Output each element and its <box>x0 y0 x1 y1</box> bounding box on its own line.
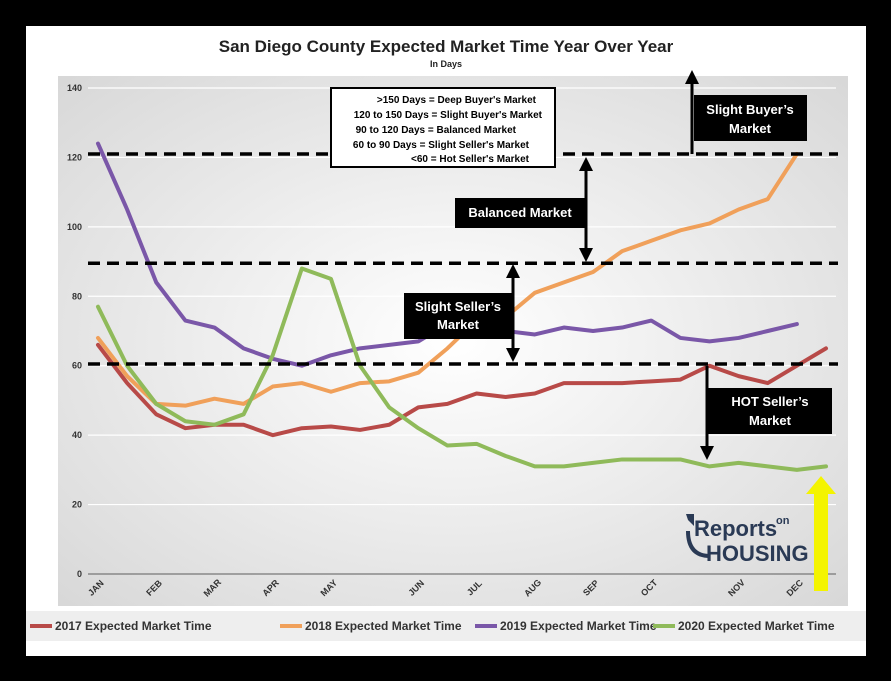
chart-subtitle: In Days <box>430 59 462 69</box>
key-box: >150 Days = Deep Buyer's Market 120 to 1… <box>330 87 556 168</box>
box-hot-seller: HOT Seller’s Market <box>708 388 832 434</box>
key-line-2: 120 to 150 Days = Slight Buyer's Market <box>354 110 543 121</box>
box-balanced: Balanced Market <box>455 198 585 228</box>
y-tick-label: 120 <box>67 152 82 162</box>
logo-line1: Reports <box>694 516 777 541</box>
box-balanced-text: Balanced Market <box>468 205 572 220</box>
y-tick-label: 60 <box>72 361 82 371</box>
box-slight-seller: Slight Seller’s Market <box>404 293 512 339</box>
box-slight-seller-line1: Slight Seller’s <box>415 299 501 314</box>
arrow-balanced-head-down <box>579 248 593 262</box>
key-line-3: 90 to 120 Days = Balanced Market <box>356 125 517 136</box>
y-tick-label: 140 <box>67 83 82 93</box>
arrow-slight-seller-head-down <box>506 348 520 362</box>
legend-label-4: 2020 Expected Market Time <box>678 619 835 633</box>
chart-frame: San Diego County Expected Market Time Ye… <box>26 26 866 656</box>
yellow-arrow-shaft <box>814 491 828 591</box>
box-slight-buyer-line2: Market <box>729 121 772 136</box>
y-tick-label: 0 <box>77 569 82 579</box>
arrow-slight-seller-head-up <box>506 264 520 278</box>
series-line-2 <box>96 151 799 408</box>
arrow-hot-seller-head <box>700 446 714 460</box>
key-line-5: <60 = Hot Seller's Market <box>411 154 530 165</box>
y-tick-label: 100 <box>67 222 82 232</box>
legend-label-1: 2017 Expected Market Time <box>55 619 212 633</box>
y-axis-ticks: 0 20 40 60 80 100 120 140 <box>67 83 82 579</box>
y-tick-label: 20 <box>72 500 82 510</box>
box-slight-buyer: Slight Buyer’s Market <box>694 95 807 141</box>
key-line-4: 60 to 90 Days = Slight Seller's Market <box>353 140 530 151</box>
box-hot-seller-line2: Market <box>749 413 792 428</box>
threshold-lines <box>88 152 838 366</box>
annotation-arrows <box>506 70 714 460</box>
box-slight-buyer-line1: Slight Buyer’s <box>706 102 793 117</box>
arrow-slight-buyer-head <box>685 70 699 84</box>
y-tick-label: 80 <box>72 291 82 301</box>
legend-label-3: 2019 Expected Market Time <box>500 619 657 633</box>
yellow-up-arrow <box>806 476 836 591</box>
box-hot-seller-line1: HOT Seller’s <box>731 394 808 409</box>
legend-label-2: 2018 Expected Market Time <box>305 619 462 633</box>
y-tick-label: 40 <box>72 430 82 440</box>
arrow-balanced-head-up <box>579 157 593 171</box>
chart-svg: San Diego County Expected Market Time Ye… <box>26 37 866 641</box>
legend: 2017 Expected Market Time 2018 Expected M… <box>26 611 866 641</box>
box-slight-seller-line2: Market <box>437 317 480 332</box>
key-line-1: >150 Days = Deep Buyer's Market <box>377 95 537 106</box>
yellow-arrow-head <box>806 476 836 494</box>
chart-title: San Diego County Expected Market Time Ye… <box>219 37 674 56</box>
series-line-4 <box>96 266 828 472</box>
reports-on-housing-logo: Reports on HOUSING <box>686 514 809 566</box>
logo-swoosh-icon <box>686 530 711 558</box>
logo-line2: HOUSING <box>706 541 809 566</box>
logo-mark-icon <box>686 514 694 526</box>
logo-line1b: on <box>776 515 790 527</box>
